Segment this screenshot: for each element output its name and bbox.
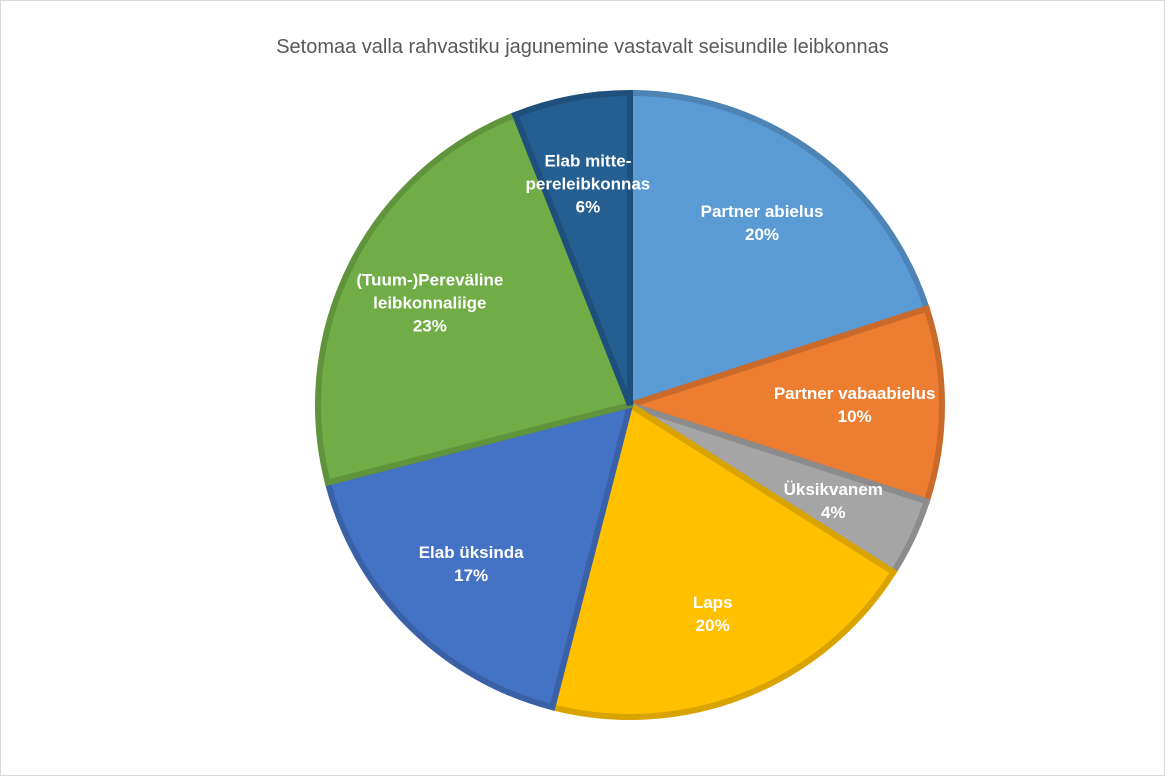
value-label: 23% <box>412 316 447 336</box>
value-label: 20% <box>695 615 730 635</box>
category-label: Elab mitte-pereleibkonnas <box>525 151 651 194</box>
category-label: Partner abielus <box>700 202 824 222</box>
pie-slice <box>620 304 945 506</box>
pie-slice <box>511 89 633 407</box>
data-label: Elab üksinda 17% <box>366 541 576 587</box>
data-label: (Tuum-)Pereväline leibkonnaliige 23% <box>325 269 535 338</box>
data-label: Elab mitte-pereleibkonnas 6% <box>483 150 693 219</box>
data-label: Üksikvanem 4% <box>728 478 938 524</box>
category-label: Üksikvanem <box>783 479 883 499</box>
data-label: Partner abielus 20% <box>657 200 867 246</box>
pie-slice <box>324 400 635 711</box>
data-label: Partner vabaabielus 10% <box>750 382 960 428</box>
value-label: 17% <box>454 565 489 585</box>
category-label: Partner vabaabielus <box>773 384 936 403</box>
pie-slice <box>627 89 931 410</box>
value-label: 6% <box>575 197 601 217</box>
value-label: 10% <box>837 407 872 426</box>
chart-title: Setomaa valla rahvastiku jagunemine vast… <box>276 36 889 58</box>
category-label: (Tuum-)Pereväline leibkonnaliige <box>356 270 504 313</box>
category-label: Elab üksinda <box>418 542 524 562</box>
data-label: Laps 20% <box>608 591 818 637</box>
category-label: Laps <box>692 592 733 612</box>
pie-slice <box>548 400 898 720</box>
value-label: 4% <box>820 502 846 522</box>
pie-slice <box>315 111 635 487</box>
value-label: 20% <box>745 225 780 245</box>
